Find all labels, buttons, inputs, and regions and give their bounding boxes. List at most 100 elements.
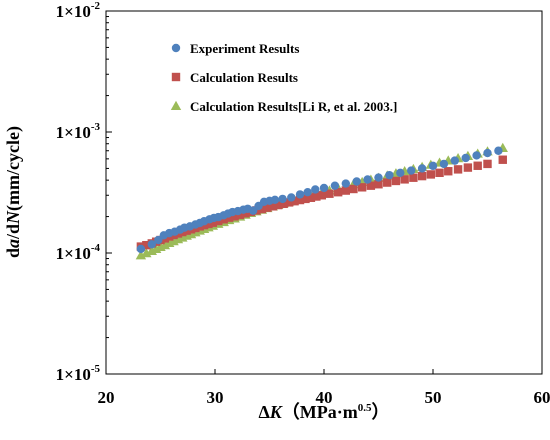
y-axis-title-part2: a bbox=[3, 239, 23, 248]
series-circle-point bbox=[319, 183, 329, 193]
series-square-point bbox=[268, 202, 277, 211]
series-square-point bbox=[463, 163, 473, 172]
series-circle-point bbox=[363, 175, 372, 184]
y-axis-title-part1: d bbox=[3, 248, 23, 258]
series-square-point bbox=[444, 167, 453, 176]
legend-label: Experiment Results bbox=[190, 41, 299, 56]
series-square-point bbox=[263, 203, 272, 212]
series-circle-point bbox=[472, 151, 481, 160]
series-square-point bbox=[306, 193, 316, 202]
y-axis-title-part4: N bbox=[3, 210, 23, 225]
series-circle-point bbox=[147, 240, 156, 249]
legend-label: Calculation Results bbox=[190, 70, 298, 85]
series-circle-point bbox=[439, 159, 449, 169]
legend-label: Calculation Results[Li R, et al. 2003.] bbox=[190, 99, 397, 114]
ticks-layer: 20 30 40 50 601×10-21×10-31×10-41×10-5 bbox=[56, 0, 550, 407]
series-square-point bbox=[409, 173, 418, 182]
legend-marker-circle bbox=[171, 43, 181, 53]
series-circle-point bbox=[407, 166, 416, 175]
series-triangle-point bbox=[141, 248, 152, 258]
series-square-point bbox=[290, 196, 299, 206]
series-circle-point bbox=[428, 161, 438, 171]
x-tick-label: 20 bbox=[98, 388, 115, 407]
series-circle-point bbox=[311, 185, 320, 194]
series-square-point bbox=[279, 199, 288, 209]
series-square-point bbox=[473, 161, 482, 170]
series-circle-point bbox=[483, 148, 492, 158]
series-square-point bbox=[224, 213, 234, 222]
series-circle-point bbox=[352, 177, 361, 186]
series-square-point bbox=[357, 183, 367, 192]
series-square-point bbox=[312, 192, 321, 201]
series-circle-point bbox=[417, 164, 427, 173]
x-tick-label: 60 bbox=[534, 388, 550, 407]
series-circle-point bbox=[385, 170, 394, 180]
x-axis-title: ΔK（MPa·m0.5） bbox=[258, 402, 389, 422]
series-square-point bbox=[317, 191, 327, 200]
y-tick-label: 1×10-3 bbox=[56, 121, 101, 142]
y-tick-label-exponent: -3 bbox=[91, 121, 101, 133]
series-circle-point bbox=[303, 188, 312, 197]
series-square-point bbox=[284, 198, 294, 207]
series-square-point bbox=[333, 188, 343, 197]
series-square-point bbox=[426, 170, 436, 179]
series-circle-point bbox=[461, 153, 470, 163]
series-circle-point bbox=[248, 206, 258, 215]
y-axis-title: da/dN(mm/cycle) bbox=[3, 126, 24, 258]
x-axis-title-unit-exponent: 0.5 bbox=[358, 402, 372, 414]
series-square-point bbox=[400, 175, 409, 184]
series-circle-point bbox=[494, 146, 503, 155]
series-circle-group bbox=[136, 146, 503, 254]
y-tick-label-mantissa: 1×10 bbox=[56, 365, 91, 384]
series-circle-point bbox=[154, 235, 163, 245]
y-tick-label-exponent: -5 bbox=[91, 363, 101, 375]
series-circle-point bbox=[330, 181, 340, 190]
y-tick-label: 1×10-4 bbox=[56, 242, 101, 263]
y-axis-title-part5: (mm/cycle) bbox=[3, 126, 24, 211]
x-axis-title-prefix: Δ bbox=[258, 402, 269, 422]
y-axis-title-part3: /d bbox=[3, 224, 23, 240]
series-square-point bbox=[435, 168, 444, 178]
y-tick-label: 1×10-2 bbox=[56, 0, 101, 21]
series-square-point bbox=[325, 189, 334, 198]
series-square-point bbox=[341, 186, 350, 195]
x-axis-title-unit-close: ） bbox=[372, 402, 390, 422]
series-square-point bbox=[366, 181, 376, 190]
series-square-point bbox=[208, 218, 218, 227]
series-square-point bbox=[417, 171, 427, 181]
legend-layer: Experiment Results Calculation Results Cal… bbox=[170, 41, 397, 114]
y-tick-label-exponent: -4 bbox=[91, 242, 101, 254]
legend-marker-triangle bbox=[170, 100, 182, 110]
y-tick-label-mantissa: 1×10 bbox=[56, 244, 91, 263]
series-circle-point bbox=[295, 190, 305, 199]
y-tick-label-exponent: -2 bbox=[91, 0, 101, 12]
series-circle-point bbox=[136, 244, 146, 254]
x-tick-label: 30 bbox=[207, 388, 224, 407]
series-square-point bbox=[498, 155, 507, 164]
series-square-point bbox=[483, 159, 492, 169]
x-tick-label: 40 bbox=[316, 388, 333, 407]
series-square-point bbox=[142, 241, 151, 250]
series-square-point bbox=[204, 219, 213, 229]
series-square-point bbox=[274, 200, 283, 210]
series-square-point bbox=[453, 165, 463, 174]
series-circle-point bbox=[341, 179, 350, 188]
series-circle-point bbox=[450, 156, 459, 165]
series-square-point bbox=[391, 176, 401, 186]
series-layer bbox=[135, 142, 508, 260]
series-square-point bbox=[383, 178, 392, 187]
series-circle-point bbox=[396, 168, 405, 178]
series-square-point bbox=[374, 180, 383, 189]
series-square-point bbox=[235, 210, 245, 219]
x-tick-label: 50 bbox=[425, 388, 442, 407]
y-tick-label-mantissa: 1×10 bbox=[56, 2, 91, 21]
series-square-point bbox=[230, 212, 239, 221]
series-square-point bbox=[349, 184, 358, 194]
series-circle-point bbox=[270, 195, 280, 205]
series-circle-point bbox=[278, 194, 287, 204]
series-square-point bbox=[301, 194, 310, 204]
x-axis-title-unit: （MPa·m bbox=[282, 402, 358, 422]
y-tick-label: 1×10-5 bbox=[56, 363, 101, 384]
